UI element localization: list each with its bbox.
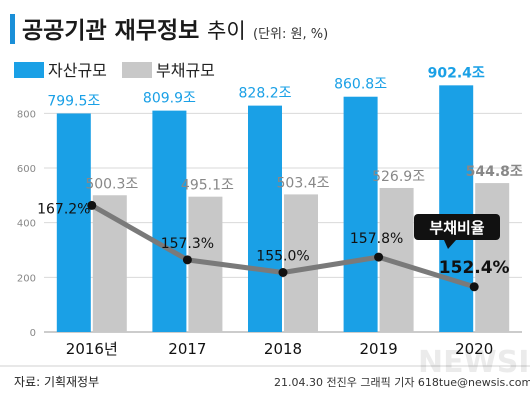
ratio-point: [278, 268, 288, 277]
title-accent-bar: [10, 14, 15, 44]
ratio-badge-label: 부채비율: [429, 219, 484, 237]
newsis-watermark: NEWSIS: [418, 345, 530, 380]
debt-value-label: 503.4조: [277, 175, 330, 191]
asset-value-label: 809.9조: [143, 91, 196, 107]
ratio-value-label: 152.4%: [439, 258, 510, 278]
x-tick-label: 2020: [455, 340, 493, 358]
debt-value-label: 544.8조: [466, 164, 523, 180]
y-tick-label: 200: [17, 273, 36, 284]
y-tick-labels: 0 200 400 600 800: [17, 109, 36, 339]
bar-asset: [152, 110, 187, 332]
bar-debt: [475, 183, 510, 332]
ratio-badge-pointer: [444, 240, 456, 249]
ratio-line-series: 167.2% 157.3% 155.0% 157.8% 152.4%: [37, 200, 510, 292]
ratio-badge: 부채비율: [414, 214, 500, 249]
asset-value-label: 902.4조: [428, 65, 485, 81]
x-tick-label: 2017: [168, 340, 206, 358]
x-tick-label: 2018: [264, 340, 302, 358]
y-tick-label: 600: [17, 164, 36, 175]
y-tick-label: 0: [30, 328, 36, 339]
ratio-value-label: 157.3%: [161, 236, 214, 252]
legend-asset-label: 자산규모: [48, 61, 107, 80]
asset-value-label: 799.5조: [47, 93, 100, 109]
bar-series: [56, 85, 510, 333]
bar-debt: [284, 194, 318, 332]
asset-value-label: 828.2조: [239, 86, 292, 102]
ratio-value-label: 155.0%: [256, 249, 309, 265]
ratio-point: [469, 282, 479, 292]
source-text: 자료: 기획재정부: [14, 375, 99, 389]
chart-title-light: 추이: [207, 19, 246, 43]
ratio-value-label: 157.8%: [350, 231, 403, 247]
x-tick-labels: 2016년 2017 2018 2019 2020: [66, 340, 493, 358]
ratio-point: [374, 252, 384, 262]
legend-debt-label: 부채규모: [156, 61, 215, 80]
x-tick-label: 2016년: [66, 340, 118, 358]
debt-value-label: 500.3조: [85, 176, 138, 192]
x-tick-label: 2019: [360, 340, 398, 358]
debt-value-label: 526.9조: [372, 169, 425, 185]
asset-value-label: 860.8조: [334, 77, 387, 93]
ratio-point: [87, 200, 97, 210]
y-tick-label: 400: [17, 219, 36, 230]
chart-unit: (단위: 원, %): [253, 27, 328, 42]
ratio-point: [182, 255, 192, 265]
legend-asset-swatch: [14, 62, 44, 78]
credit-text: 21.04.30 전진우 그래픽 기자 618tue@newsis.com: [274, 376, 530, 389]
chart-title-bold: 공공기관 재무정보: [22, 18, 199, 44]
ratio-value-label: 167.2%: [37, 201, 90, 217]
ratio-badge-bg: [414, 214, 500, 240]
debt-value-label: 495.1조: [181, 178, 234, 194]
bar-data-labels: 799.5조 500.3조 809.9조 495.1조 828.2조 503.4조 860.…: [47, 65, 523, 193]
bar-asset: [248, 105, 282, 332]
legend-debt-swatch: [122, 62, 152, 78]
bar-asset: [56, 113, 91, 332]
bar-asset: [439, 85, 474, 333]
bar-asset: [343, 96, 378, 333]
y-tick-label: 800: [17, 109, 36, 120]
